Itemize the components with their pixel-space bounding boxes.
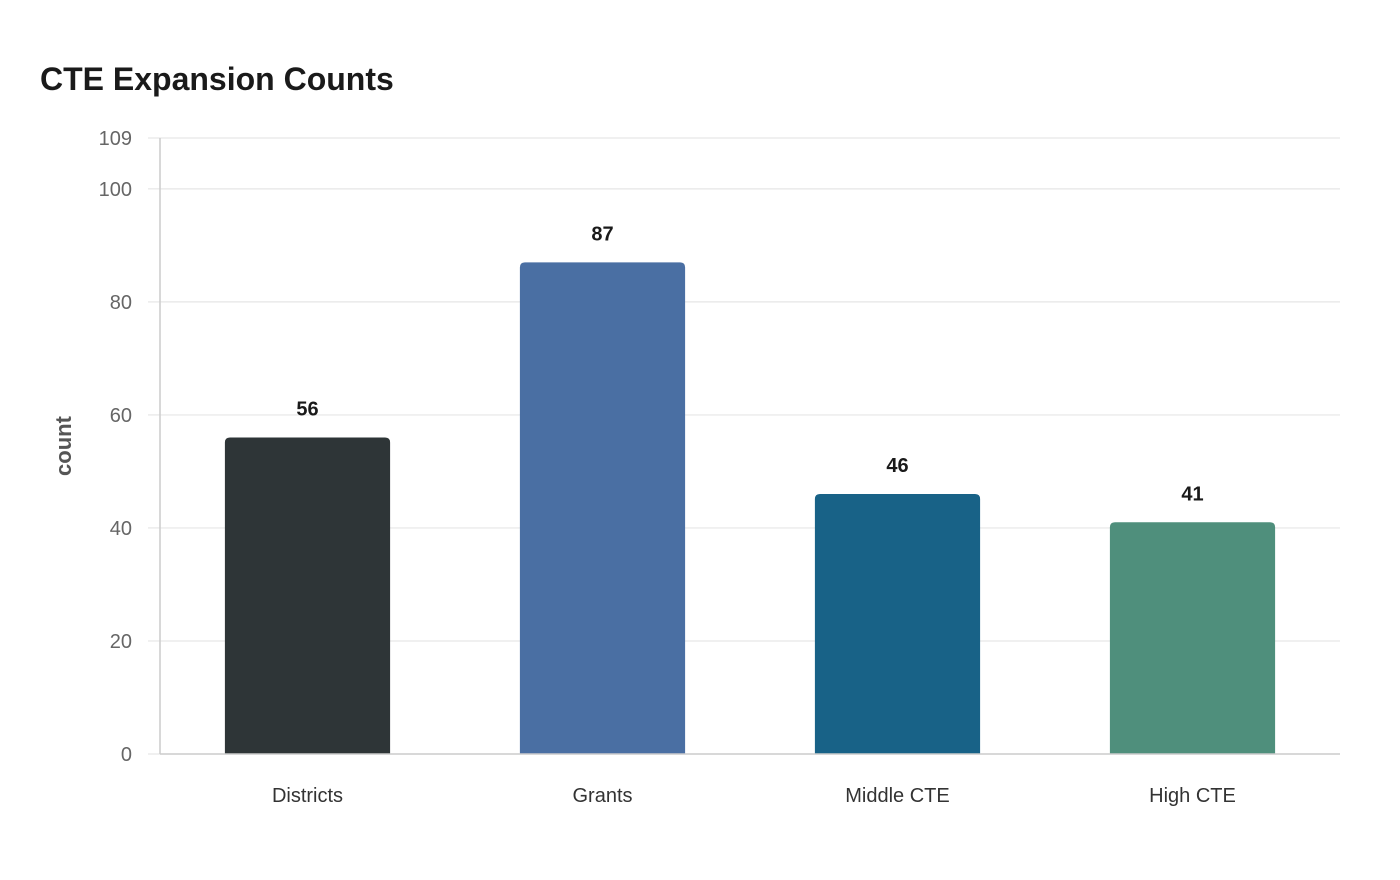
y-axis-ticks: 0 20 40 60 80 100 109 bbox=[99, 128, 160, 766]
bar-high-cte bbox=[1109, 522, 1276, 754]
chart-title: CTE Expansion Counts bbox=[40, 61, 394, 97]
y-axis-label: count bbox=[51, 415, 76, 476]
bar-middle-cte bbox=[814, 494, 981, 754]
data-label: 87 bbox=[591, 223, 613, 245]
bar-grants bbox=[519, 262, 686, 754]
data-label: 56 bbox=[296, 399, 318, 421]
x-tick-label: Districts bbox=[272, 785, 343, 807]
data-label: 41 bbox=[1181, 483, 1203, 505]
y-tick-label: 0 bbox=[121, 744, 132, 766]
y-tick-label: 80 bbox=[110, 292, 132, 314]
bars bbox=[224, 262, 1276, 754]
y-tick-label: 100 bbox=[99, 179, 132, 201]
x-tick-label: Grants bbox=[572, 785, 632, 807]
data-label: 46 bbox=[886, 455, 908, 477]
x-tick-label: Middle CTE bbox=[845, 785, 949, 807]
y-tick-label: 20 bbox=[110, 631, 132, 653]
y-tick-label: 40 bbox=[110, 518, 132, 540]
y-tick-label: 60 bbox=[110, 405, 132, 427]
y-tick-label: 109 bbox=[99, 128, 132, 150]
x-tick-label: High CTE bbox=[1149, 785, 1236, 807]
x-axis-ticks: Districts Grants Middle CTE High CTE bbox=[272, 785, 1236, 807]
bar-districts bbox=[224, 437, 391, 754]
data-labels: 56 87 46 41 bbox=[296, 223, 1203, 505]
